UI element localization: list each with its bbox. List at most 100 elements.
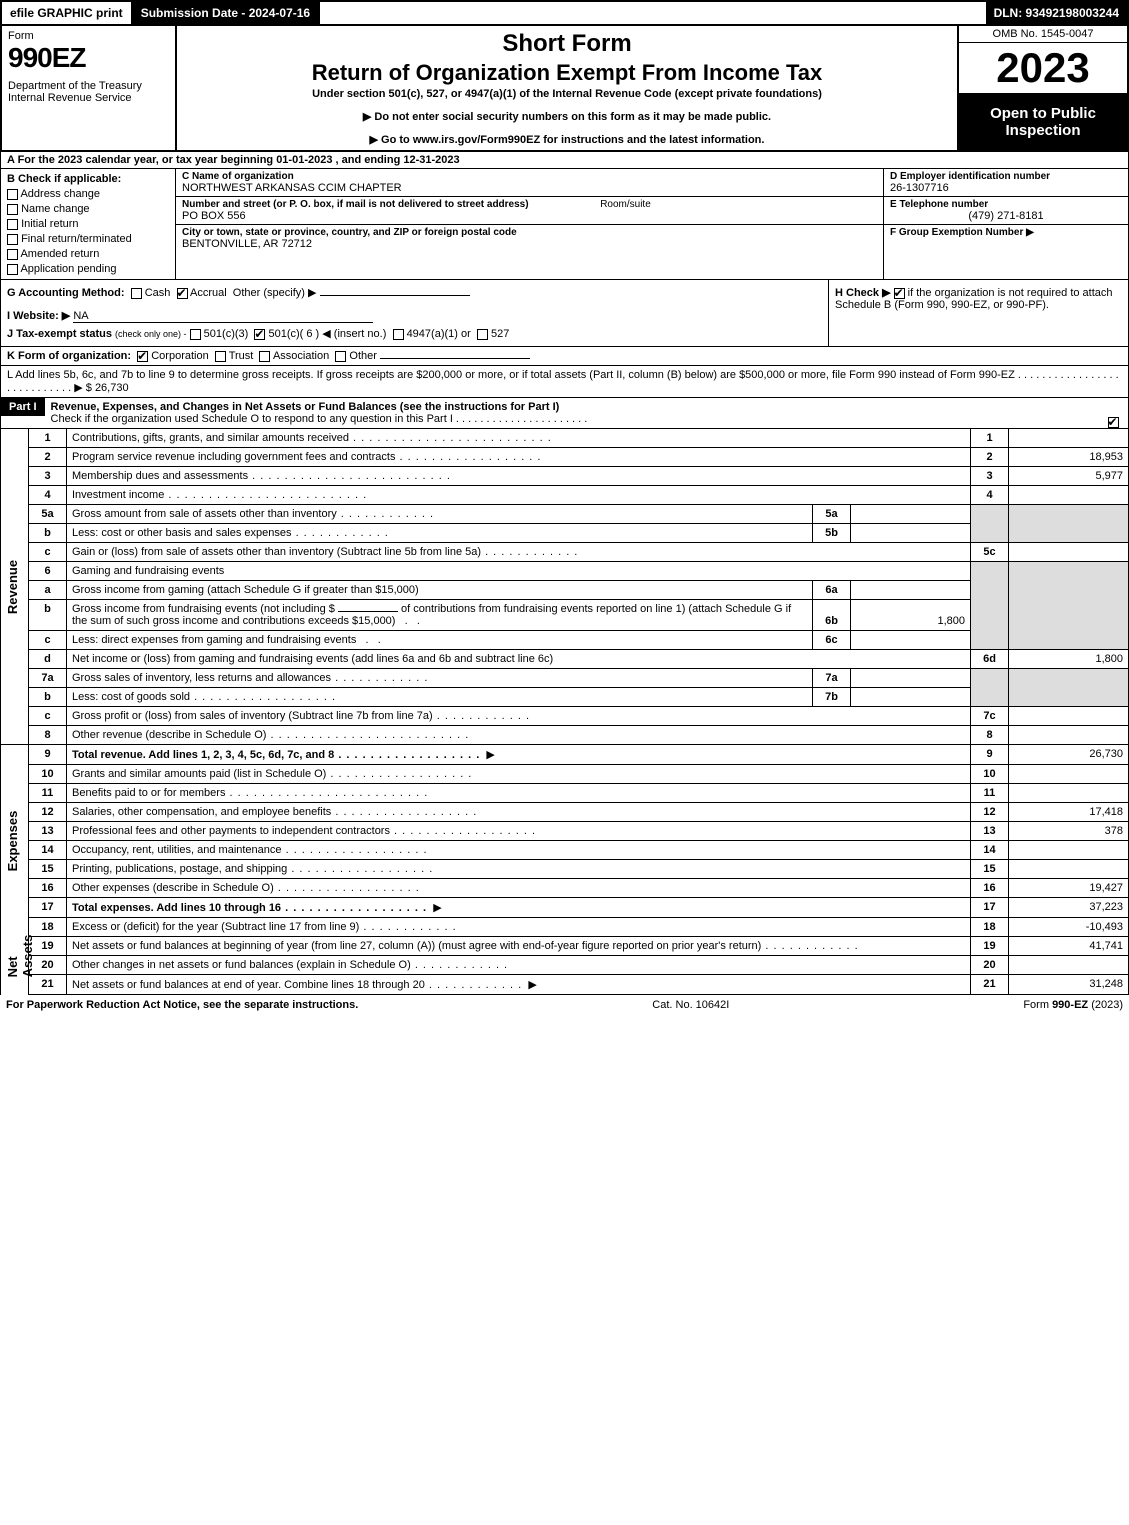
l10-rnum: 10: [971, 765, 1009, 784]
G-label: G Accounting Method:: [7, 287, 125, 299]
chk-H[interactable]: [894, 288, 905, 299]
l11-num: 11: [29, 784, 67, 803]
l1-rval: [1009, 429, 1129, 448]
F-label: F Group Exemption Number ▶: [890, 227, 1122, 238]
chk-amended-return[interactable]: [7, 249, 18, 260]
l18-desc: Excess or (deficit) for the year (Subtra…: [72, 921, 457, 933]
row-4: 4 Investment income 4: [1, 486, 1129, 505]
K-other: Other: [349, 350, 377, 362]
l1-desc: Contributions, gifts, grants, and simila…: [72, 432, 552, 444]
chk-accrual[interactable]: [177, 288, 188, 299]
l14-desc: Occupancy, rent, utilities, and maintena…: [72, 844, 428, 856]
chk-trust[interactable]: [215, 351, 226, 362]
chk-cash[interactable]: [131, 288, 142, 299]
form-id-block: Form 990EZ Department of the Treasury In…: [2, 26, 177, 150]
chk-501c3[interactable]: [190, 329, 201, 340]
chk-final-return[interactable]: [7, 234, 18, 245]
l9-num: 9: [29, 745, 67, 765]
dept-label: Department of the Treasury Internal Reve…: [8, 80, 169, 104]
form-number: 990EZ: [8, 42, 169, 74]
chk-501c[interactable]: [254, 329, 265, 340]
chk-assoc[interactable]: [259, 351, 270, 362]
goto-link[interactable]: ▶ Go to www.irs.gov/Form990EZ for instru…: [185, 133, 949, 146]
G-other-input[interactable]: [320, 295, 470, 296]
line-L: L Add lines 5b, 6c, and 7b to line 9 to …: [0, 366, 1129, 398]
chk-application-pending[interactable]: [7, 264, 18, 275]
row-18: Net Assets 18 Excess or (deficit) for th…: [1, 918, 1129, 937]
footer: For Paperwork Reduction Act Notice, see …: [0, 995, 1129, 1015]
l15-desc: Printing, publications, postage, and shi…: [72, 863, 433, 875]
l3-desc: Membership dues and assessments: [72, 470, 451, 482]
row-8: 8 Other revenue (describe in Schedule O)…: [1, 726, 1129, 745]
chk-527[interactable]: [477, 329, 488, 340]
row-6b: b Gross income from fundraising events (…: [1, 600, 1129, 631]
l7ab-rnum-grey: [971, 669, 1009, 707]
l9-desc: Total revenue. Add lines 1, 2, 3, 4, 5c,…: [72, 749, 480, 761]
l5b-desc: Less: cost or other basis and sales expe…: [72, 527, 389, 539]
l19-rval: 41,741: [1009, 937, 1129, 956]
J-label: J Tax-exempt status: [7, 328, 112, 340]
l16-rval: 19,427: [1009, 879, 1129, 898]
side-expenses: Expenses: [5, 811, 20, 872]
l7c-rnum: 7c: [971, 707, 1009, 726]
l6b-blank[interactable]: [338, 611, 398, 612]
row-15: 15 Printing, publications, postage, and …: [1, 860, 1129, 879]
l5c-rnum: 5c: [971, 543, 1009, 562]
l5a-mn: 5a: [813, 505, 851, 524]
chk-address-change[interactable]: [7, 189, 18, 200]
l4-num: 4: [29, 486, 67, 505]
l4-rval: [1009, 486, 1129, 505]
l6a-mn: 6a: [813, 581, 851, 600]
part1-title: Revenue, Expenses, and Changes in Net As…: [51, 401, 560, 413]
l20-desc: Other changes in net assets or fund bala…: [72, 959, 508, 971]
part1-bar: Part I: [1, 398, 45, 416]
chk-part1-scho[interactable]: [1108, 417, 1119, 428]
chk-name-change[interactable]: [7, 204, 18, 215]
l8-rnum: 8: [971, 726, 1009, 745]
l13-num: 13: [29, 822, 67, 841]
row-6a: a Gross income from gaming (attach Sched…: [1, 581, 1129, 600]
l16-rnum: 16: [971, 879, 1009, 898]
l7ab-rval-grey: [1009, 669, 1129, 707]
efile-label[interactable]: efile GRAPHIC print: [2, 2, 133, 24]
l6-num: 6: [29, 562, 67, 581]
l7b-mn: 7b: [813, 688, 851, 707]
l7c-rval: [1009, 707, 1129, 726]
K-other-input[interactable]: [380, 358, 530, 359]
part1-check: Check if the organization used Schedule …: [51, 413, 588, 425]
l18-num: 18: [29, 918, 67, 937]
row-9: 9 Total revenue. Add lines 1, 2, 3, 4, 5…: [1, 745, 1129, 765]
chk-amended-return-label: Amended return: [20, 248, 99, 260]
chk-other-org[interactable]: [335, 351, 346, 362]
chk-initial-return-label: Initial return: [21, 218, 78, 230]
chk-name-change-label: Name change: [21, 203, 90, 215]
l6c-mv: [851, 631, 971, 650]
l6c-num: c: [29, 631, 67, 650]
L-value: 26,730: [95, 382, 129, 394]
chk-corp[interactable]: [137, 351, 148, 362]
B-check-if: Check if applicable:: [18, 173, 121, 185]
l6a-mv: [851, 581, 971, 600]
l6b-mv: 1,800: [851, 600, 971, 631]
l5a-desc: Gross amount from sale of assets other t…: [72, 508, 434, 520]
l13-desc: Professional fees and other payments to …: [72, 825, 536, 837]
l6b-num: b: [29, 600, 67, 631]
C-roomsuite-label: Room/suite: [600, 199, 651, 210]
l13-rnum: 13: [971, 822, 1009, 841]
l16-num: 16: [29, 879, 67, 898]
l5b-mv: [851, 524, 971, 543]
row-6c: c Less: direct expenses from gaming and …: [1, 631, 1129, 650]
l20-rnum: 20: [971, 956, 1009, 975]
chk-initial-return[interactable]: [7, 219, 18, 230]
box-G-I-J: G Accounting Method: Cash Accrual Other …: [1, 280, 828, 346]
l15-rnum: 15: [971, 860, 1009, 879]
l16-desc: Other expenses (describe in Schedule O): [72, 882, 420, 894]
l3-num: 3: [29, 467, 67, 486]
l7a-mv: [851, 669, 971, 688]
footer-right2: 990-EZ: [1052, 999, 1088, 1011]
row-20: 20 Other changes in net assets or fund b…: [1, 956, 1129, 975]
row-7c: c Gross profit or (loss) from sales of i…: [1, 707, 1129, 726]
chk-4947[interactable]: [393, 329, 404, 340]
l7a-desc: Gross sales of inventory, less returns a…: [72, 672, 428, 684]
topbar: efile GRAPHIC print Submission Date - 20…: [0, 0, 1129, 26]
